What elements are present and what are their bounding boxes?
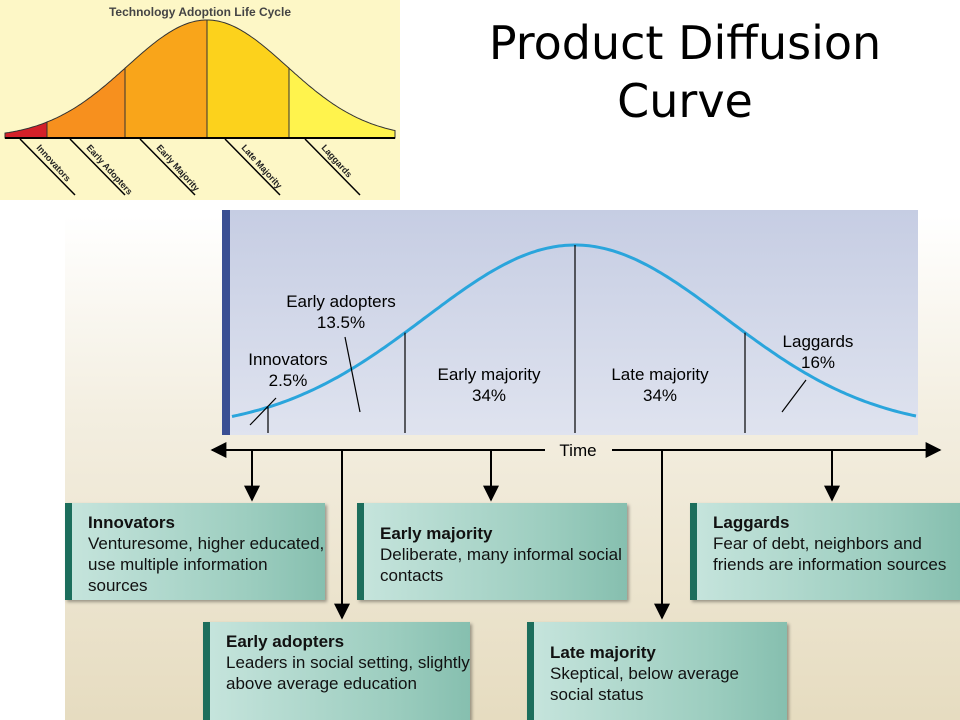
box: Early adopters Leaders in social setting,… bbox=[203, 622, 470, 720]
box-text: Leaders in social setting, slightly abov… bbox=[226, 653, 470, 693]
diffusion-curve bbox=[231, 243, 917, 418]
inset-tick bbox=[69, 138, 126, 196]
box-text: Skeptical, below average social status bbox=[550, 664, 740, 704]
box-title: Early adopters bbox=[226, 632, 345, 651]
box: Innovators Venturesome, higher educated, … bbox=[65, 503, 325, 600]
panel-edge bbox=[222, 210, 230, 435]
segment-name: Early adopters bbox=[286, 292, 396, 311]
box-title: Innovators bbox=[88, 513, 175, 532]
box-text: Deliberate, many informal social contact… bbox=[380, 545, 622, 585]
segment-share: 2.5% bbox=[269, 371, 308, 390]
segment-share: 34% bbox=[472, 386, 506, 405]
box: Early majority Deliberate, many informal … bbox=[357, 503, 627, 600]
inset-tick bbox=[139, 138, 196, 196]
curve-area: Innovators 2.5% Early adopters 13.5% Early m… bbox=[231, 243, 917, 433]
segment-name: Early majority bbox=[438, 365, 541, 384]
inset-segment bbox=[4, 121, 48, 139]
box-title: Late majority bbox=[550, 643, 656, 662]
arrows bbox=[244, 450, 840, 620]
axis-label: Time bbox=[559, 441, 596, 460]
box: Late majority Skeptical, below average so… bbox=[527, 622, 787, 720]
segment-share: 16% bbox=[801, 353, 835, 372]
box-text: Fear of debt, neighbors and friends are … bbox=[713, 534, 947, 574]
inset-tick bbox=[304, 138, 361, 196]
inset-tick bbox=[19, 138, 76, 196]
pointer bbox=[781, 379, 807, 413]
slide-title: Product Diffusion Curve bbox=[488, 16, 882, 128]
pointer bbox=[249, 397, 277, 426]
inset-segment bbox=[206, 19, 290, 139]
inset-segment bbox=[124, 19, 208, 139]
segment-name: Late majority bbox=[611, 365, 709, 384]
curve-panel bbox=[222, 210, 918, 435]
inset-segment bbox=[288, 67, 396, 139]
inset-segment bbox=[46, 67, 126, 139]
box: Laggards Fear of debt, neighbors and frie… bbox=[690, 503, 960, 600]
box-title: Early majority bbox=[380, 524, 493, 543]
box-text: Venturesome, higher educated, use multip… bbox=[88, 534, 325, 595]
segment-name: Innovators bbox=[248, 350, 327, 369]
segment-share: 34% bbox=[643, 386, 677, 405]
box-title: Laggards bbox=[713, 513, 790, 532]
pointer bbox=[344, 336, 361, 413]
segment-share: 13.5% bbox=[317, 313, 365, 332]
inset-tick bbox=[224, 138, 281, 196]
inset-title: Technology Adoption Life Cycle bbox=[109, 5, 291, 19]
segment-name: Laggards bbox=[783, 332, 854, 351]
